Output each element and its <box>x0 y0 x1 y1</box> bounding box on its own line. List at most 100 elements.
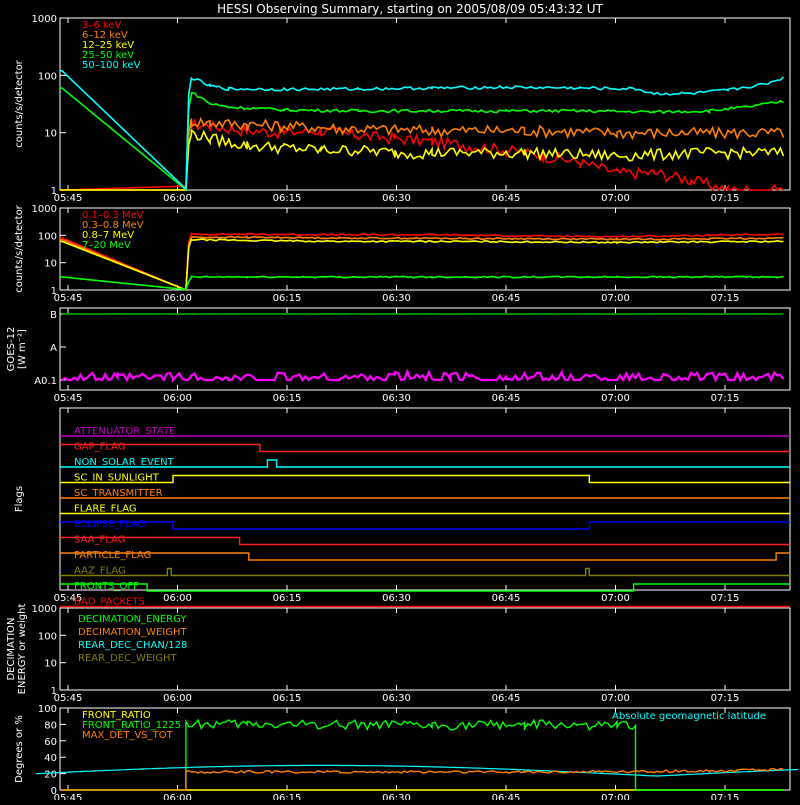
x-tick-label: 05:45 <box>54 793 83 800</box>
y-tick-label: 100 <box>38 231 57 242</box>
x-tick-label: 06:30 <box>382 793 411 800</box>
flag-label: NON_SOLAR_EVENT <box>74 457 175 468</box>
y-tick-label: 20 <box>44 770 57 781</box>
flag-line-9 <box>60 569 790 576</box>
series-line-2 <box>60 239 784 290</box>
y-tick-label: A0.1 <box>34 376 57 387</box>
series-line-2 <box>62 769 784 790</box>
x-tick-label: 06:00 <box>163 593 192 604</box>
x-tick-label: 06:15 <box>273 693 302 704</box>
y-tick-label: 100 <box>38 631 57 642</box>
flag-label: SC_TRANSMITTER <box>74 488 163 499</box>
y-tick-label: 1000 <box>32 204 57 215</box>
x-tick-label: 05:45 <box>54 393 83 404</box>
x-tick-label: 06:00 <box>163 793 192 800</box>
annotation-geomagnetic: Absolute geomagnetic latitude <box>612 711 766 722</box>
x-tick-label: 06:15 <box>273 293 302 304</box>
y-tick-label: 100 <box>38 704 57 715</box>
series-line-0 <box>62 371 784 380</box>
x-tick-label: 05:45 <box>54 693 83 704</box>
x-tick-label: 06:00 <box>163 193 192 204</box>
legend-entry: MAX_DET_VS_TOT <box>82 730 174 741</box>
x-tick-label: 07:15 <box>711 393 740 404</box>
x-tick-label: 06:30 <box>382 193 411 204</box>
x-tick-label: 06:45 <box>492 793 521 800</box>
x-tick-label: 07:00 <box>601 193 630 204</box>
x-tick-label: 07:15 <box>711 793 740 800</box>
x-tick-label: 05:45 <box>54 293 83 304</box>
plot-title: HESSI Observing Summary, starting on 200… <box>217 2 603 16</box>
x-tick-label: 07:00 <box>601 593 630 604</box>
x-tick-label: 07:00 <box>601 293 630 304</box>
x-tick-label: 06:00 <box>163 393 192 404</box>
y-axis-label-2: [W m⁻²] <box>17 329 28 369</box>
flag-line-1 <box>60 445 790 452</box>
x-tick-label: 06:45 <box>492 393 521 404</box>
x-tick-label: 06:45 <box>492 593 521 604</box>
x-tick-label: 05:45 <box>54 193 83 204</box>
legend-entry: REAR_DEC_CHAN/128 <box>78 640 187 651</box>
x-tick-label: 07:15 <box>711 193 740 204</box>
panel-frame <box>60 18 790 190</box>
x-tick-label: 07:15 <box>711 293 740 304</box>
x-tick-label: 07:15 <box>711 593 740 604</box>
y-axis-label: DECIMATION <box>6 617 17 680</box>
panels: 05:45 06:00 06:15 06:30 06:45 07:00 07:15 count… <box>6 14 798 800</box>
legend-entry: DECIMATION_ENERGY <box>78 614 187 625</box>
x-tick-label: 06:00 <box>163 693 192 704</box>
y-tick-label: 1000 <box>32 604 57 615</box>
x-tick-label: 06:30 <box>382 393 411 404</box>
flag-label: FRONTS_OFF <box>74 581 139 592</box>
y-axis-label: Flags <box>14 486 25 512</box>
flag-label: GAP_FLAG <box>74 442 126 453</box>
y-tick-label: 1000 <box>32 14 57 25</box>
y-tick-label: 100 <box>38 71 57 82</box>
legend-entry: 7–20 MeV <box>82 240 131 251</box>
legend-entry: DECIMATION_WEIGHT <box>78 627 187 638</box>
flag-label: AAZ_FLAG <box>74 566 126 577</box>
x-tick-label: 07:00 <box>601 693 630 704</box>
y-axis-label: counts/s/detector <box>14 59 25 147</box>
flag-label: SAA_FLAG <box>74 535 125 546</box>
x-tick-label: 07:00 <box>601 793 630 800</box>
x-tick-label: 06:45 <box>492 693 521 704</box>
x-tick-label: 06:45 <box>492 293 521 304</box>
legend-entry: 50–100 keV <box>82 60 141 71</box>
flag-label: SC_IN_SUNLIGHT <box>74 473 160 484</box>
y-tick-label: 10 <box>44 259 57 270</box>
series-line-2 <box>60 130 784 190</box>
flag-line-7 <box>60 538 790 545</box>
y-tick-label: 60 <box>44 737 57 748</box>
y-tick-label: 40 <box>44 753 57 764</box>
y-axis-label-2: ENERGY or weight <box>17 604 28 695</box>
flag-label: ECLIPSE_FLAG <box>74 519 145 530</box>
flag-line-3 <box>60 476 790 483</box>
x-tick-label: 06:30 <box>382 293 411 304</box>
y-tick-label: 10 <box>44 659 57 670</box>
x-tick-label: 06:30 <box>382 593 411 604</box>
x-tick-label: 07:00 <box>601 393 630 404</box>
y-tick-label: 1 <box>51 286 57 297</box>
y-axis-label: counts/s/detector <box>14 204 25 292</box>
y-axis-label: Degrees or % <box>14 715 25 783</box>
y-axis-label: GOES-12 <box>6 327 17 372</box>
flag-line-6 <box>60 522 790 529</box>
y-tick-label: 0 <box>51 786 57 797</box>
y-tick-label: 1 <box>51 686 57 697</box>
x-tick-label: 06:15 <box>273 193 302 204</box>
y-tick-label: B <box>50 310 57 321</box>
y-tick-label: A <box>50 343 57 354</box>
flag-label: BAD_PACKETS <box>74 597 145 608</box>
flag-label: PARTICLE_FLAG <box>74 550 151 561</box>
y-tick-label: 80 <box>44 720 57 731</box>
y-tick-label: 10 <box>44 129 57 140</box>
legend-entry: REAR_DEC_WEIGHT <box>78 653 177 664</box>
y-tick-label: 1 <box>51 186 57 197</box>
flag-line-8 <box>60 553 790 560</box>
